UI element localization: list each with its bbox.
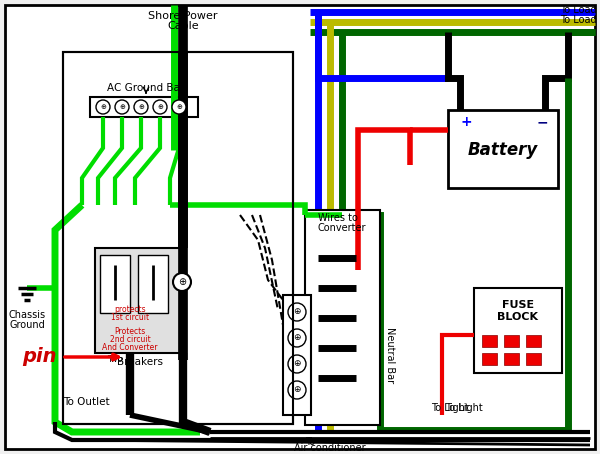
Text: ⊕: ⊕ <box>138 104 144 110</box>
Bar <box>474 288 562 373</box>
Circle shape <box>134 100 148 114</box>
Text: ⊕: ⊕ <box>293 334 301 342</box>
Circle shape <box>153 100 167 114</box>
Text: To Light: To Light <box>431 403 469 413</box>
Text: ⊕: ⊕ <box>157 104 163 110</box>
Bar <box>63 52 293 424</box>
Bar <box>100 255 130 313</box>
Text: Protects: Protects <box>115 327 146 336</box>
Bar <box>526 353 541 365</box>
Text: Wires to: Wires to <box>318 213 358 223</box>
Text: FUSE: FUSE <box>502 300 534 310</box>
Text: To: To <box>305 437 315 447</box>
Circle shape <box>96 100 110 114</box>
Text: Breakers: Breakers <box>117 357 163 367</box>
Text: ⊕: ⊕ <box>119 104 125 110</box>
Text: And Converter: And Converter <box>102 344 158 352</box>
Text: protects: protects <box>114 306 146 315</box>
Circle shape <box>115 100 129 114</box>
Text: Two: Two <box>107 355 122 365</box>
Bar <box>305 210 380 425</box>
Bar <box>526 335 541 347</box>
Text: ⊕: ⊕ <box>293 385 301 395</box>
Text: 1st circuit: 1st circuit <box>111 314 149 322</box>
Text: ⊕: ⊕ <box>176 104 182 110</box>
Text: To Outlet: To Outlet <box>63 397 110 407</box>
Text: +: + <box>460 115 472 129</box>
Text: −: − <box>536 115 548 129</box>
Text: 2nd circuit: 2nd circuit <box>110 336 151 345</box>
Text: Air conditioner: Air conditioner <box>294 443 366 453</box>
Text: AC Ground Bar: AC Ground Bar <box>107 83 185 93</box>
Circle shape <box>288 303 306 321</box>
Bar <box>482 335 497 347</box>
Text: Cable: Cable <box>167 21 199 31</box>
Text: ⊕: ⊕ <box>293 360 301 369</box>
Text: pin: pin <box>22 347 56 366</box>
Text: ⊕: ⊕ <box>178 277 186 287</box>
Text: ⊕: ⊕ <box>100 104 106 110</box>
Bar <box>283 295 311 415</box>
Text: Converter: Converter <box>318 223 367 233</box>
Circle shape <box>288 355 306 373</box>
Bar <box>504 335 519 347</box>
Text: To Light: To Light <box>445 403 483 413</box>
Bar <box>138 255 168 313</box>
Bar <box>448 110 558 188</box>
Bar <box>504 353 519 365</box>
Text: To Load: To Load <box>560 15 596 25</box>
Circle shape <box>288 381 306 399</box>
Bar <box>90 97 198 117</box>
Text: Battery: Battery <box>468 141 538 159</box>
Text: Shore Power: Shore Power <box>148 11 218 21</box>
Bar <box>63 52 293 424</box>
Text: BLOCK: BLOCK <box>497 312 539 322</box>
Circle shape <box>288 329 306 347</box>
Circle shape <box>173 273 191 291</box>
Circle shape <box>172 100 186 114</box>
Bar <box>95 248 180 353</box>
Text: ⊕: ⊕ <box>293 307 301 316</box>
Text: Neutral Bar: Neutral Bar <box>385 327 395 383</box>
Text: To Load: To Load <box>560 5 596 15</box>
Text: Chassis: Chassis <box>8 310 46 320</box>
Bar <box>482 353 497 365</box>
Text: Ground: Ground <box>9 320 45 330</box>
